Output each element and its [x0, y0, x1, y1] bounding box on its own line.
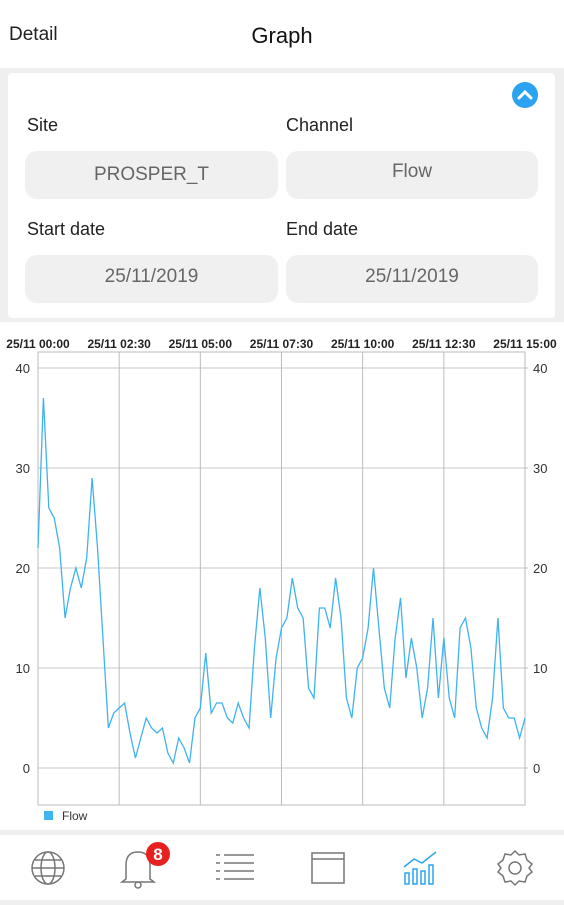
y-tick-label: 30: [16, 461, 30, 476]
x-tick-label: 25/11 05:00: [169, 337, 233, 351]
files-tab[interactable]: [311, 852, 345, 884]
legend-label: Flow: [62, 809, 88, 823]
x-tick-label: 25/11 12:30: [412, 337, 476, 351]
start-label: Start date: [27, 219, 106, 239]
alarm-badge: 8: [153, 845, 162, 864]
site-label: Site: [27, 115, 59, 135]
chart-card: 0 10 20 30 40 0 10 20 30 40 25/11 00:00 25/11 02:30…: [0, 322, 564, 830]
x-tick-label: 25/11 10:00: [331, 337, 395, 351]
y-tick-label: 10: [16, 661, 30, 676]
chart: 0 10 20 30 40 0 10 20 30 40 25/11 00:00 25/11 02:30…: [6, 337, 557, 823]
bottom-nav: 8: [0, 835, 564, 900]
nav-icons: 8: [31, 842, 534, 889]
filter-card: Site Channel PROSPER_T Flow Start date E…: [8, 73, 555, 318]
x-tick-label: 25/11 07:30: [250, 337, 314, 351]
site-field[interactable]: PROSPER_T: [25, 151, 278, 199]
y2-tick-label: 0: [533, 761, 540, 776]
graph-tab[interactable]: [403, 851, 437, 885]
legend-swatch: [44, 811, 53, 820]
x-tick-label: 25/11 02:30: [87, 337, 151, 351]
y2-tick-label: 20: [533, 561, 547, 576]
alarm-tab[interactable]: 8: [119, 842, 170, 889]
header: Detail Graph: [0, 0, 564, 68]
end-label: End date: [286, 219, 359, 239]
end-field[interactable]: 25/11/2019: [286, 255, 538, 303]
back-button[interactable]: Detail: [9, 24, 58, 45]
collapse-button[interactable]: [512, 82, 538, 108]
map-tab[interactable]: [31, 851, 65, 885]
data-line: [37, 397, 526, 765]
start-field[interactable]: 25/11/2019: [25, 255, 278, 303]
channel-field[interactable]: Flow: [286, 151, 538, 199]
y2-tick-label: 10: [533, 661, 547, 676]
y-tick-label: 20: [16, 561, 30, 576]
x-tick-label: 25/11 15:00: [493, 337, 557, 351]
list-tab[interactable]: [216, 854, 254, 880]
settings-tab[interactable]: [496, 849, 534, 887]
y-tick-label: 40: [16, 361, 30, 376]
y2-tick-label: 30: [533, 461, 547, 476]
page-title: Graph: [251, 23, 313, 48]
x-tick-label: 25/11 00:00: [6, 337, 70, 351]
channel-label: Channel: [286, 115, 354, 135]
y2-tick-label: 40: [533, 361, 547, 376]
y-tick-label: 0: [23, 761, 30, 776]
